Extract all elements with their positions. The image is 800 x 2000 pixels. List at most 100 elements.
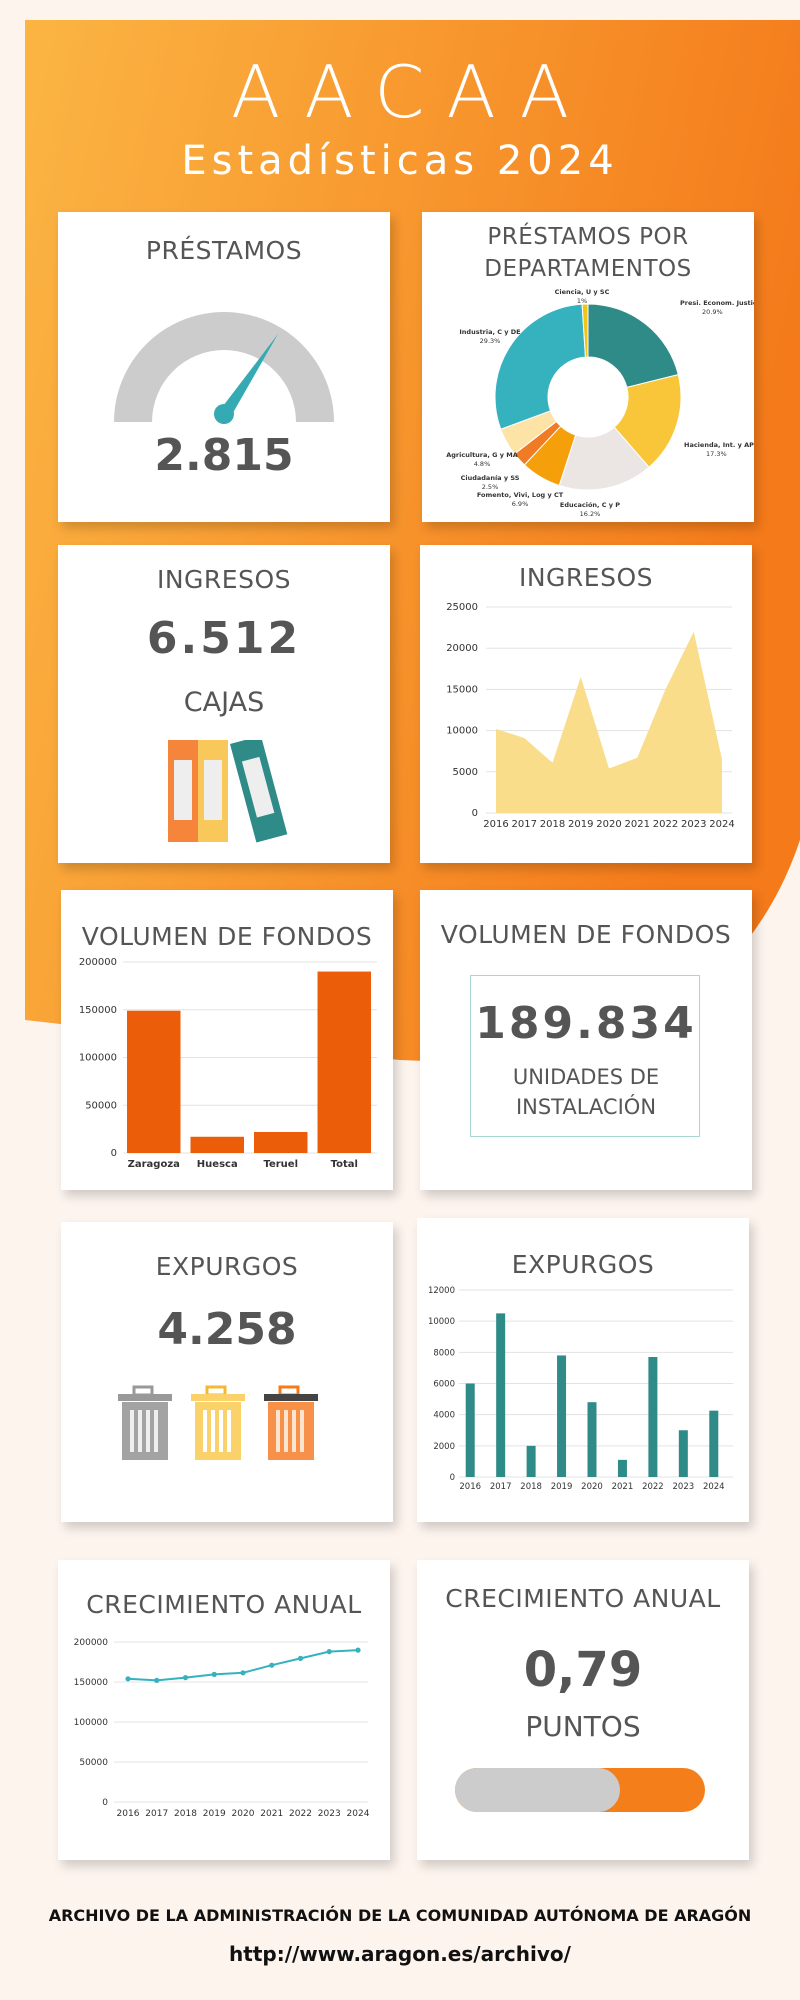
x-tick-label: 2016 [117, 1809, 140, 1819]
y-tick-label: 25000 [446, 602, 478, 613]
expurgos-chart-title: EXPURGOS [511, 1250, 655, 1279]
x-tick-label: 2023 [318, 1809, 341, 1819]
pie-label: Educación, C y P [560, 501, 620, 509]
x-tick-label: 2023 [681, 819, 706, 830]
x-tick-label: 2016 [459, 1482, 481, 1492]
y-tick-label: 20000 [446, 643, 478, 654]
prestamos-dep-title-1: PRÉSTAMOS POR [487, 224, 689, 250]
y-tick-label: 10000 [428, 1317, 455, 1327]
crecimiento-chart-title: CRECIMIENTO ANUAL [86, 1590, 362, 1619]
x-tick-label: Total [331, 1159, 358, 1170]
pie-label: Presi. Econom. Justicia [680, 299, 754, 307]
prestamos-title: PRÉSTAMOS [145, 236, 303, 265]
bar [190, 1136, 244, 1153]
pie-value-label: 17.3% [706, 450, 727, 458]
volumen-box [470, 975, 700, 1137]
pie-value-label: 4.8% [474, 460, 491, 468]
line-point [297, 1655, 304, 1661]
ingresos-chart-card: INGRESOS 0 5000 10000 15000 20000 25000 2016 20… [420, 545, 752, 863]
prestamos-dep-title-2: DEPARTAMENTOS [484, 256, 692, 282]
x-tick-label: Teruel [263, 1159, 298, 1170]
page-title: AACAA [230, 50, 592, 134]
volumen-unit-1: UNIDADES DE [512, 1065, 660, 1089]
area-chart: 0 5000 10000 15000 20000 25000 2016 2017 2018 201… [446, 602, 735, 830]
line-point [211, 1671, 217, 1677]
x-tick-label: 2018 [540, 819, 565, 830]
pie-chart: Presi. Econom. Justicia20.9% Hacienda, In… [446, 288, 754, 518]
prestamos-value: 2.815 [154, 430, 294, 481]
area-series [496, 631, 722, 813]
trash-icon-yellow [191, 1385, 245, 1460]
line-point [154, 1677, 160, 1683]
line-series [127, 1649, 359, 1682]
expurgos-card: EXPURGOS 4.258 [61, 1222, 393, 1522]
y-tick-label: 4000 [433, 1411, 455, 1421]
volumen-chart-card: VOLUMEN DE FONDOS 0 50000 100000 150000 2000… [61, 890, 393, 1190]
volumen-card: VOLUMEN DE FONDOS 189.834 UNIDADES DE IN… [420, 890, 752, 1190]
line-point [182, 1675, 189, 1681]
x-tick-label: 2024 [347, 1809, 370, 1819]
prestamos-card: PRÉSTAMOS 2.815 [58, 212, 390, 522]
gauge-icon [114, 312, 334, 424]
footer-organization: ARCHIVO DE LA ADMINISTRACIÓN DE LA COMUN… [48, 1906, 752, 1925]
pie-label: Agricultura, G y MA [446, 451, 517, 459]
x-tick-label: 2019 [203, 1809, 226, 1819]
line-point [240, 1670, 246, 1676]
x-tick-label: 2018 [520, 1482, 542, 1492]
volumen-value: 189.834 [475, 998, 697, 1049]
y-tick-label: 5000 [453, 767, 478, 778]
line-point [269, 1662, 275, 1668]
x-tick-label: 2021 [260, 1809, 283, 1819]
x-tick-label: 2020 [581, 1482, 603, 1492]
crecimiento-title: CRECIMIENTO ANUAL [445, 1584, 721, 1613]
pie-value-label: 1% [577, 297, 587, 305]
expurgos-bar-chart: 0 2000 4000 6000 8000 10000 12000 2016 2017 2018 2… [428, 1286, 733, 1492]
bar [526, 1445, 536, 1477]
expurgos-value: 4.258 [157, 1304, 297, 1355]
pie-label: Ciencia, U y SC [555, 288, 610, 296]
y-tick-label: 150000 [74, 1678, 109, 1688]
x-tick-label: 2023 [673, 1482, 695, 1492]
ingresos-chart-title: INGRESOS [518, 563, 654, 592]
crecimiento-value: 0,79 [523, 1642, 643, 1698]
pie-label: Industria, C y DE [459, 328, 520, 336]
trash-icon-gray [118, 1385, 172, 1460]
bar [587, 1402, 597, 1477]
x-tick-label: 2021 [612, 1482, 634, 1492]
x-tick-label: 2017 [512, 819, 537, 830]
crecimiento-line-chart: 0 50000 100000 150000 200000 2016 2017 2018 2019… [74, 1638, 370, 1819]
y-tick-label: 2000 [433, 1442, 455, 1452]
x-tick-label: 2020 [596, 819, 621, 830]
pie-value-label: 29.3% [480, 337, 501, 345]
y-tick-label: 15000 [446, 684, 478, 695]
progress-track [455, 1768, 705, 1812]
page-subtitle: Estadísticas 2024 [181, 138, 619, 184]
x-tick-label: 2016 [483, 819, 508, 830]
y-tick-label: 8000 [433, 1348, 455, 1358]
pie-label: Hacienda, Int. y AP [684, 441, 754, 449]
line-point [125, 1676, 131, 1682]
bar [617, 1459, 627, 1477]
y-tick-label: 0 [472, 808, 478, 819]
crecimiento-unit: PUNTOS [525, 1710, 641, 1743]
volumen-title: VOLUMEN DE FONDOS [440, 920, 732, 949]
bar [648, 1357, 658, 1477]
pie-label: Fomento, Vivi, Log y CT [477, 491, 564, 499]
x-tick-label: 2019 [568, 819, 593, 830]
bar [557, 1355, 567, 1477]
expurgos-chart-card: EXPURGOS 0 2000 4000 6000 8000 10000 12000 2016… [417, 1218, 749, 1522]
expurgos-title: EXPURGOS [155, 1252, 299, 1281]
y-tick-label: 200000 [79, 957, 117, 968]
bar [496, 1313, 506, 1477]
x-tick-label: 2022 [289, 1809, 312, 1819]
x-tick-label: 2024 [703, 1482, 725, 1492]
prestamos-dep-card: PRÉSTAMOS POR DEPARTAMENTOS Presi. Econo… [422, 212, 754, 522]
y-tick-label: 200000 [74, 1638, 109, 1648]
footer-link[interactable]: http://www.aragon.es/archivo/ [229, 1942, 571, 1966]
y-tick-label: 100000 [74, 1718, 109, 1728]
x-tick-label: 2017 [145, 1809, 168, 1819]
volumen-chart-title: VOLUMEN DE FONDOS [81, 922, 373, 951]
y-tick-label: 10000 [446, 726, 478, 737]
y-tick-label: 0 [111, 1148, 117, 1159]
pie-value-label: 6.9% [512, 500, 529, 508]
